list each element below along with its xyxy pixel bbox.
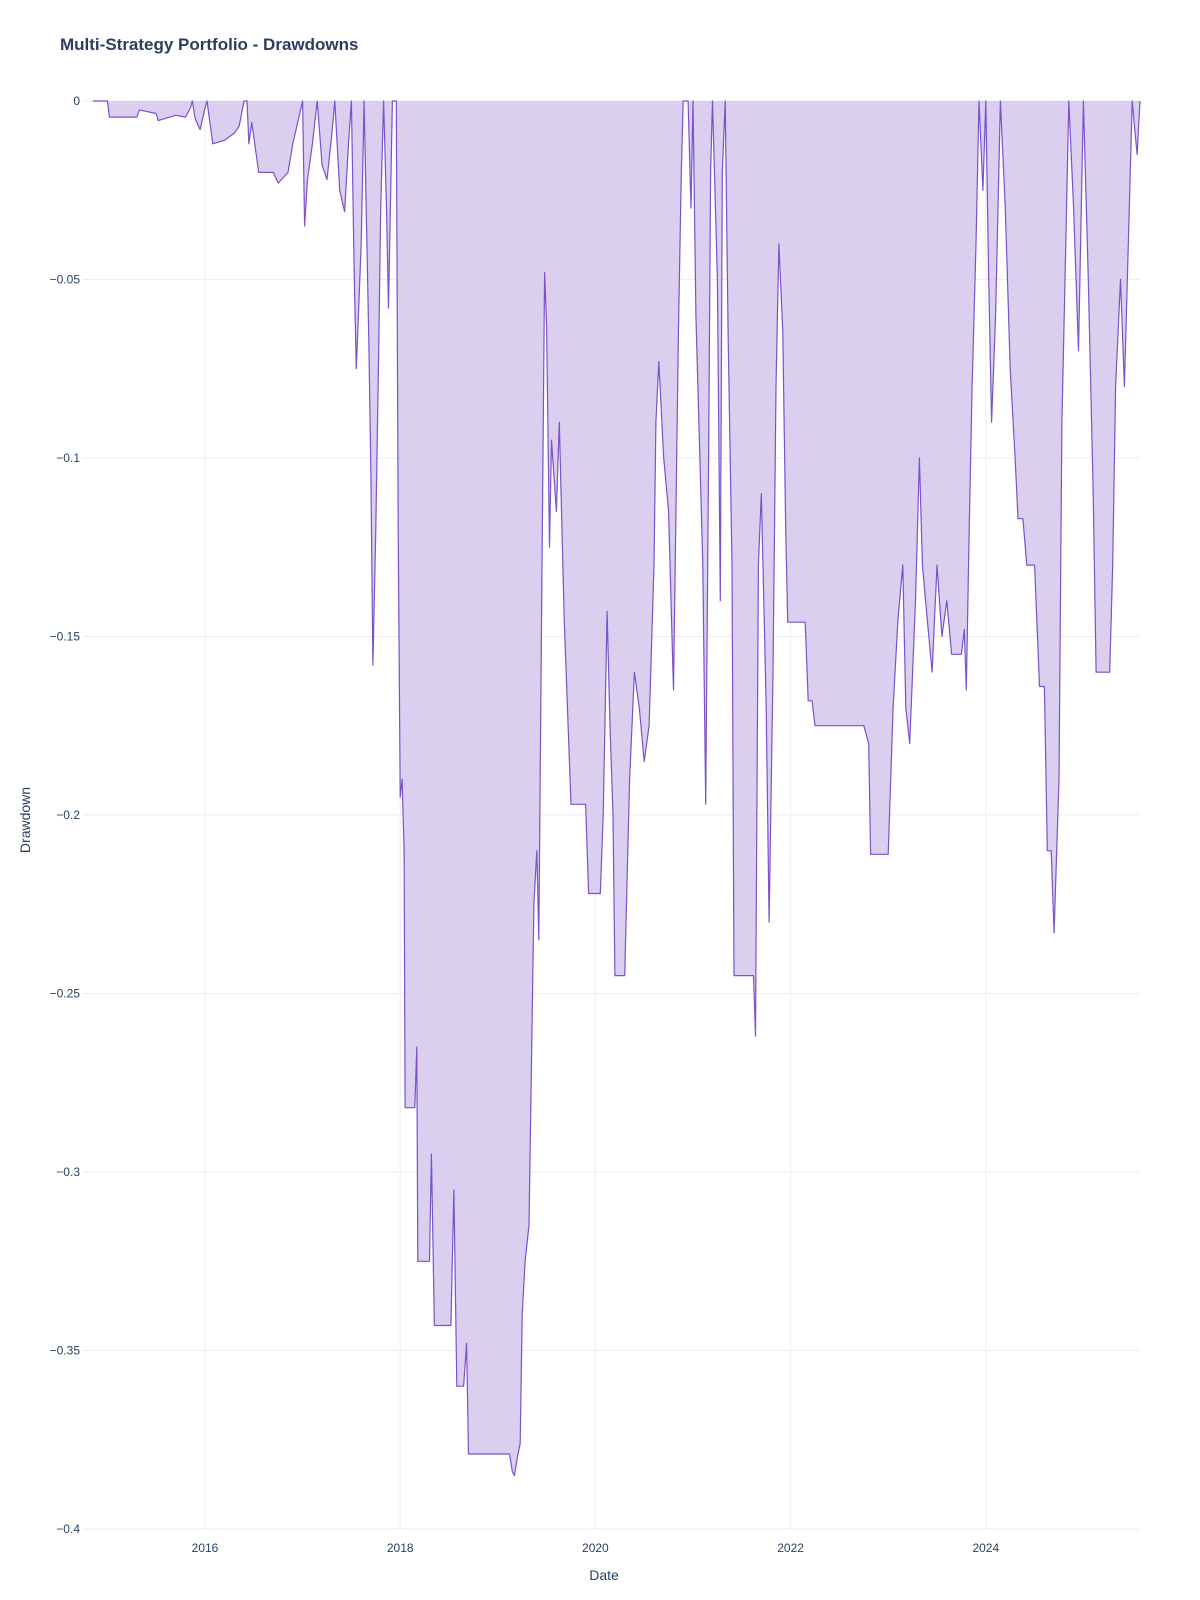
y-tick-label: −0.4 [56,1522,80,1536]
y-tick-label: −0.35 [50,1344,81,1358]
drawdown-area-fill [92,101,1140,1476]
x-tick-label: 2018 [387,1541,414,1555]
plot-area [92,100,1141,1477]
y-axis-ticks: 0 −0.05 −0.1 −0.15 −0.2 −0.25 −0.3 −0.35 −0.4 [50,94,81,1536]
x-axis-title: Date [589,1567,619,1583]
x-tick-label: 2022 [777,1541,804,1555]
y-tick-label: −0.2 [56,808,80,822]
x-tick-label: 2016 [192,1541,219,1555]
y-tick-label: −0.25 [50,987,81,1001]
y-tick-label: −0.15 [50,630,81,644]
y-tick-label: −0.1 [56,451,80,465]
x-axis-ticks: 2016 2018 2020 2022 2024 [192,1541,1000,1555]
drawdown-line [92,100,1141,1477]
x-tick-label: 2024 [972,1541,999,1555]
y-axis-title: Drawdown [17,787,33,853]
chart-title: Multi-Strategy Portfolio - Drawdowns [60,35,358,54]
y-tick-label: −0.05 [50,273,81,287]
y-tick-label: −0.3 [56,1165,80,1179]
x-tick-label: 2020 [582,1541,609,1555]
y-tick-label: 0 [73,94,80,108]
